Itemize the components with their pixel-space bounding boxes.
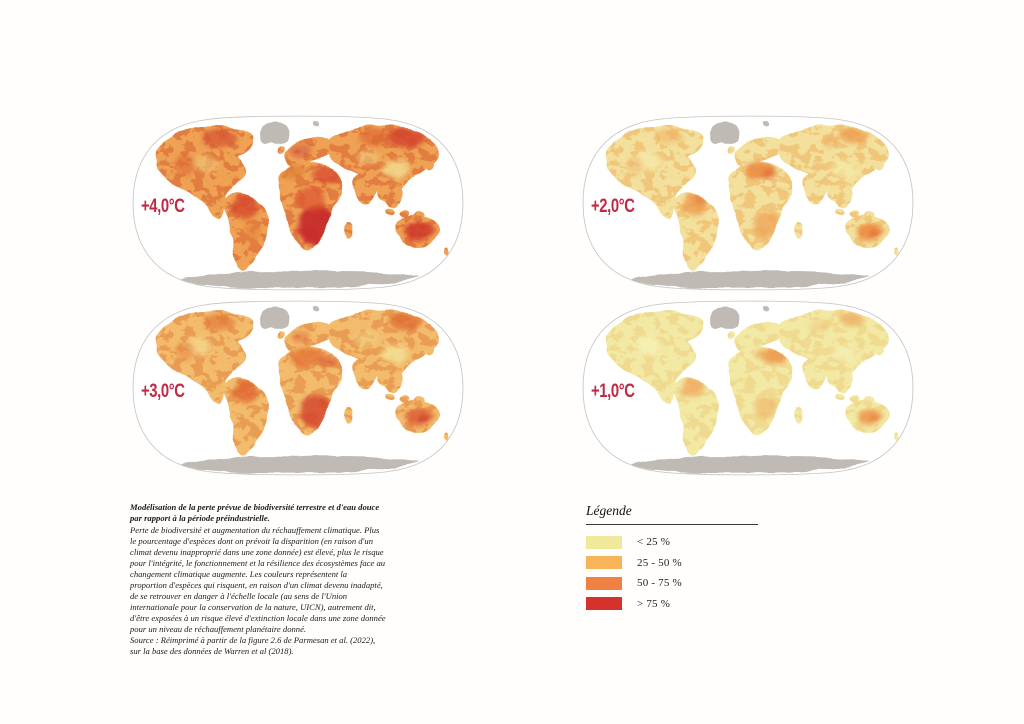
caption-title: Modélisation de la perte prévue de biodi… [130,502,380,523]
world-map-plus1 [582,300,914,476]
world-map-plus3 [132,300,464,476]
figure-caption: Modélisation de la perte prévue de biodi… [130,502,386,657]
world-map-plus2 [582,115,914,291]
legend-item-gt75: > 75 % [586,597,758,611]
legend-item-25-50: 25 - 50 % [586,556,758,570]
caption-source: Source : Réimprimé à partir de la figure… [130,635,376,656]
caption-body: Perte de biodiversité et augmentation du… [130,525,386,634]
legend-item-lt25: < 25 % [586,535,758,549]
legend-title: Légende [586,503,632,518]
legend-item-50-75: 50 - 75 % [586,576,758,590]
map-panel-plus4: +4,0°C [127,111,469,295]
legend-label-gt75: > 75 % [637,597,671,610]
legend: Légende < 25 % 25 - 50 % 50 - 75 % > 75 … [586,503,758,617]
legend-swatch-lt25 [586,535,622,549]
map-panel-plus1: +1,0°C [577,296,919,480]
map-label-plus4: +4,0°C [141,196,185,217]
map-panel-plus3: +3,0°C [127,296,469,480]
world-map-plus4 [132,115,464,291]
map-label-plus1: +1,0°C [591,381,635,402]
map-label-plus2: +2,0°C [591,196,635,217]
legend-swatch-gt75 [586,597,622,610]
legend-label-50-75: 50 - 75 % [637,577,682,589]
legend-label-25-50: 25 - 50 % [637,556,682,569]
legend-label-lt25: < 25 % [637,536,671,548]
legend-divider [586,524,758,525]
legend-swatch-50-75 [586,576,622,590]
map-label-plus3: +3,0°C [141,381,185,402]
map-panel-plus2: +2,0°C [577,111,919,295]
legend-swatch-25-50 [586,556,622,569]
